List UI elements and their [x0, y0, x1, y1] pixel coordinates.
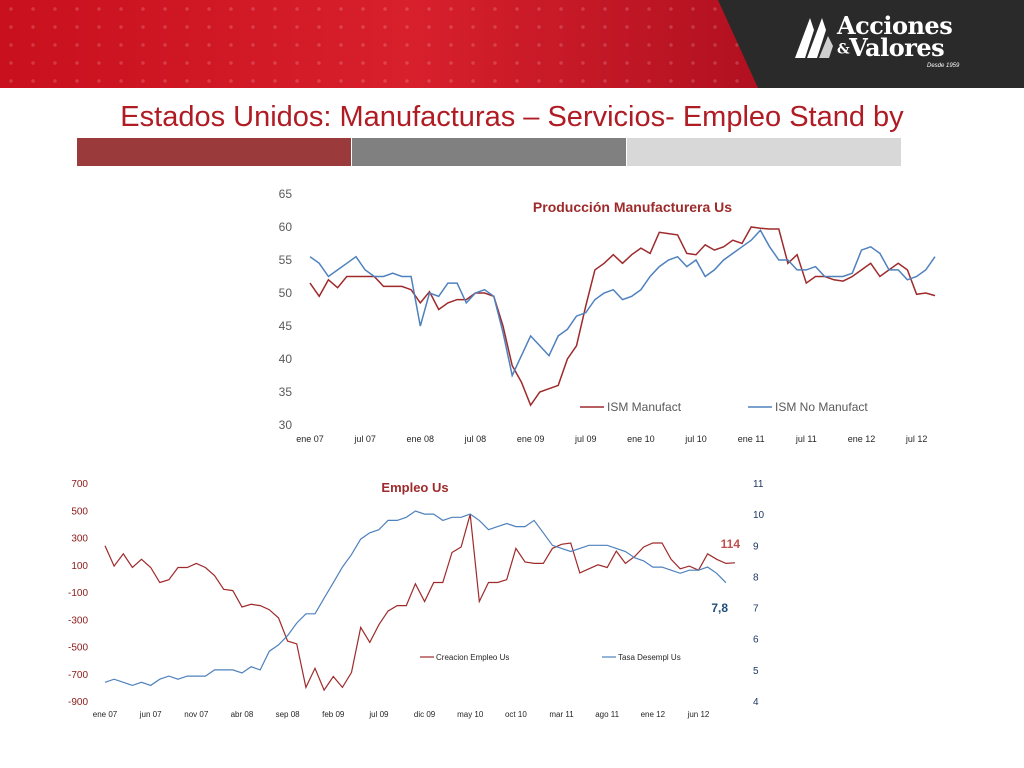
- y-tick-label: 65: [279, 187, 293, 201]
- legend-entry-creacion-empleo-us: Creacion Empleo Us: [436, 653, 509, 662]
- y-tick-label: 50: [279, 286, 293, 300]
- y-right-tick-label: 4: [753, 697, 759, 708]
- title-bar-light: [627, 138, 901, 166]
- x-tick-label: may 10: [457, 710, 484, 719]
- y-right-tick-label: 6: [753, 635, 759, 646]
- chart-produccion-manufacturera: Producción Manufacturera Us 30 35 40 45 50 55 6…: [279, 187, 936, 444]
- chart-title: Producción Manufacturera Us: [533, 199, 732, 215]
- x-tick-label: ene 12: [641, 710, 666, 719]
- legend-entry-ism-manufact: ISM Manufact: [607, 400, 682, 414]
- logo-desde: Desde 1959: [927, 63, 960, 69]
- logo-text-valores-word: Valores: [849, 33, 945, 62]
- y-tick-label: 30: [279, 418, 293, 432]
- y-right-tick-label: 10: [753, 510, 765, 521]
- y-right-tick-label: 9: [753, 541, 759, 552]
- x-tick-label: nov 07: [184, 710, 209, 719]
- y-left-tick-label: 300: [71, 534, 88, 545]
- x-tick-label: oct 10: [505, 710, 527, 719]
- x-tick-label: abr 08: [231, 710, 254, 719]
- y-left-tick-label: -900: [68, 697, 88, 708]
- legend-entry-tasa-desempl-us: Tasa Desempl Us: [618, 653, 681, 662]
- page-title: Estados Unidos: Manufacturas – Servicios…: [120, 101, 904, 133]
- x-tick-label: ene 11: [738, 434, 765, 444]
- x-tick-label: jun 07: [139, 710, 162, 719]
- x-tick-label: jul 11: [795, 434, 817, 444]
- series-line-creacion-empleo-us: [104, 514, 736, 692]
- y-left-tick-label: 700: [71, 479, 88, 490]
- x-tick-label: jul 07: [353, 434, 376, 444]
- x-tick-label: sep 08: [276, 710, 301, 719]
- y-tick-label: 40: [279, 352, 293, 366]
- x-tick-label: ene 09: [517, 434, 545, 444]
- x-tick-label: jul 10: [684, 434, 707, 444]
- y-right-tick-label: 5: [753, 666, 759, 677]
- x-tick-label: ago 11: [595, 710, 619, 719]
- y-left-tick-label: -700: [68, 670, 88, 681]
- x-tick-label: feb 09: [322, 710, 345, 719]
- x-tick-label: ene 07: [93, 710, 118, 719]
- header-pattern: [0, 0, 760, 88]
- y-right-tick-label: 7: [753, 604, 759, 615]
- x-tick-label: jul 12: [905, 434, 928, 444]
- series-line-ism-no-manufact: [309, 229, 936, 378]
- logo-text-acciones: Acciones: [837, 11, 953, 40]
- x-tick-label: jul 09: [368, 710, 389, 719]
- y-tick-label: 60: [279, 220, 293, 234]
- logo-ampersand: &: [837, 41, 850, 58]
- x-tick-label: jun 12: [687, 710, 710, 719]
- header-banner: Acciones &Valores Desde 1959: [0, 0, 1024, 88]
- x-tick-label: jul 09: [574, 434, 597, 444]
- series-line-tasa-desempl-us: [104, 510, 727, 687]
- y-right-tick-label: 11: [753, 479, 764, 490]
- y-left-tick-label: 500: [71, 506, 88, 517]
- data-label-creacion-empleo: 114: [721, 537, 741, 551]
- logo-text-valores: &Valores: [837, 33, 945, 62]
- data-label-tasa-desempleo: 7,8: [711, 601, 728, 615]
- x-tick-label: jul 08: [464, 434, 487, 444]
- logo-mark-icon: [795, 18, 833, 58]
- x-tick-label: mar 11: [549, 710, 574, 719]
- y-tick-label: 55: [279, 253, 293, 267]
- x-tick-label: dic 09: [414, 710, 436, 719]
- y-left-tick-label: -100: [68, 588, 88, 599]
- y-right-tick-label: 8: [753, 572, 759, 583]
- y-tick-label: 35: [279, 385, 293, 399]
- x-tick-label: ene 12: [848, 434, 876, 444]
- y-tick-label: 45: [279, 319, 293, 333]
- x-tick-label: ene 08: [407, 434, 435, 444]
- logo: Acciones &Valores Desde 1959: [795, 14, 975, 74]
- legend-entry-ism-no-manufact: ISM No Manufact: [775, 400, 868, 414]
- x-tick-label: ene 10: [627, 434, 655, 444]
- title-bar-gray: [352, 138, 626, 166]
- title-bar-red: [77, 138, 351, 166]
- y-left-tick-label: 100: [71, 561, 88, 572]
- header-dark-panel: [718, 0, 1024, 88]
- y-left-tick-label: -500: [68, 643, 88, 654]
- chart-empleo: Empleo Us 700 500 300 100 -100 -300 -500 -700 -90…: [68, 479, 765, 719]
- y-left-tick-label: -300: [68, 615, 88, 626]
- chart-title: Empleo Us: [381, 480, 448, 495]
- series-line-ism-manufact: [309, 226, 936, 407]
- x-tick-label: ene 07: [296, 434, 324, 444]
